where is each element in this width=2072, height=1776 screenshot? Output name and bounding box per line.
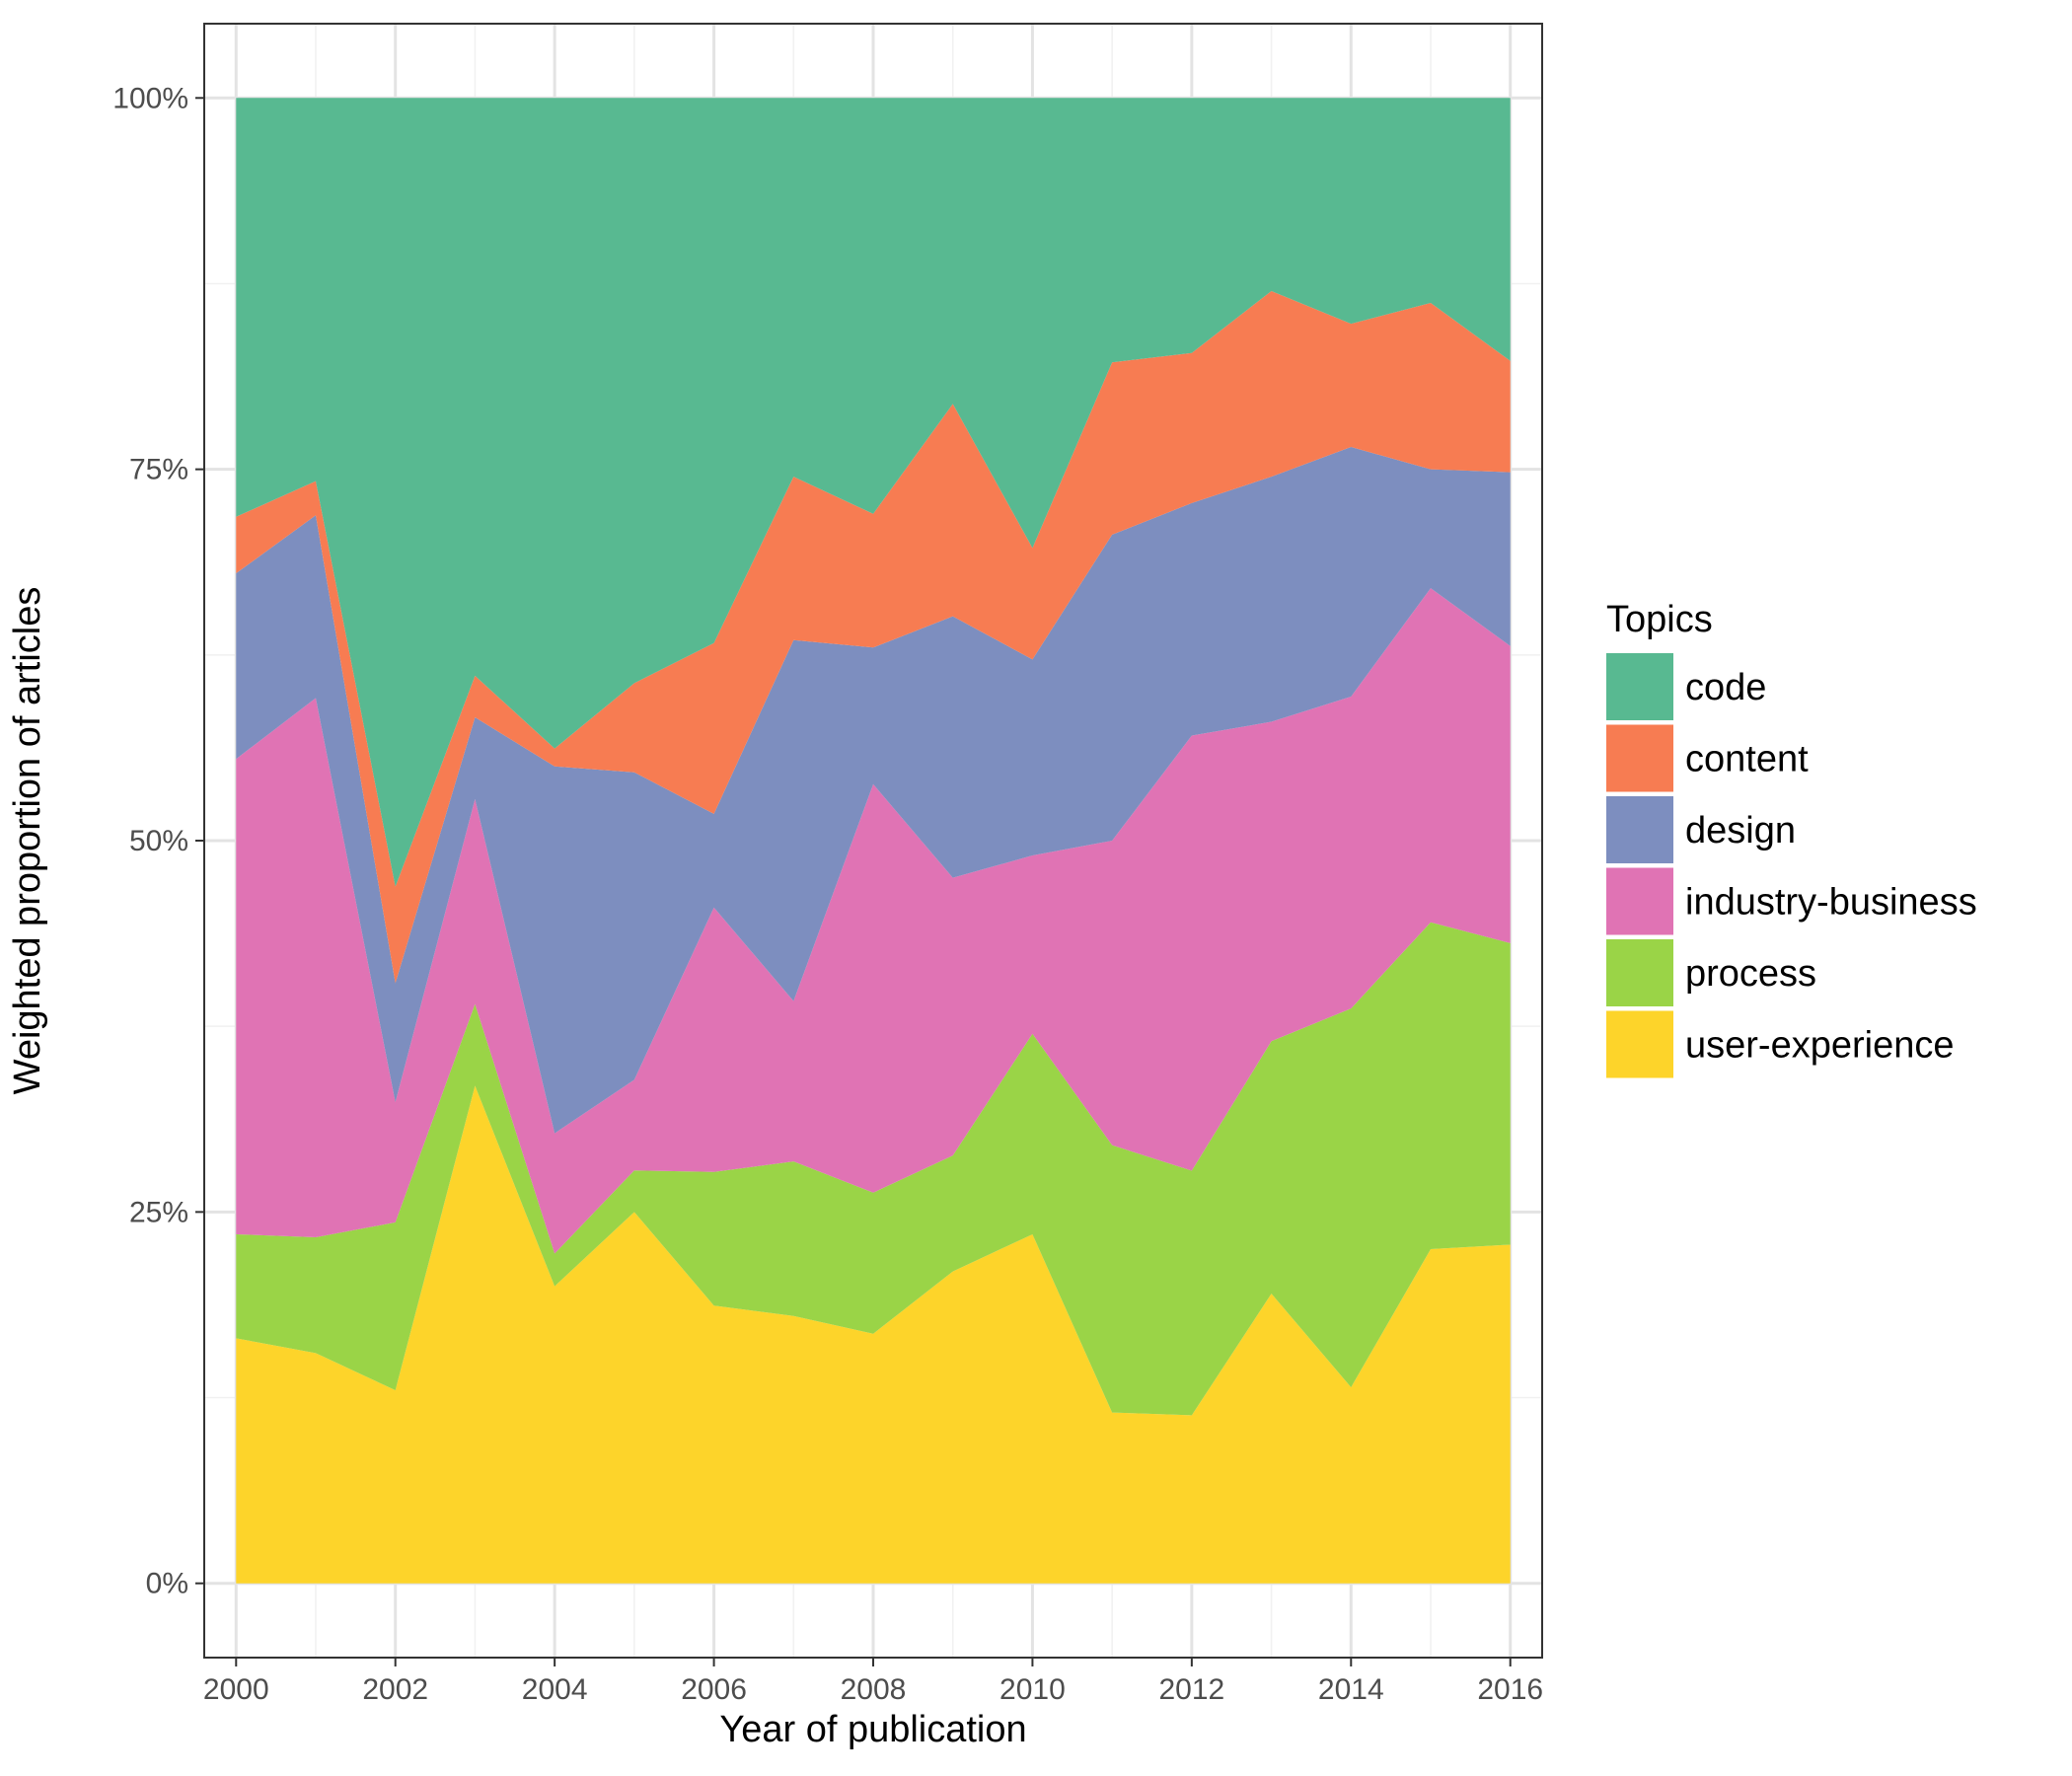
- x-tick-label: 2012: [1158, 1673, 1224, 1706]
- legend-label-industry-business: industry-business: [1685, 882, 1977, 924]
- area-design: [236, 447, 1511, 1134]
- x-tick-label: 2010: [999, 1673, 1066, 1706]
- x-axis: 2000 2002 2004 2006 2008 2010 2012 2014 2016: [203, 1658, 1543, 1706]
- area-process: [236, 922, 1511, 1416]
- x-axis-title: Year of publication: [719, 1709, 1026, 1750]
- area-code: [236, 98, 1511, 887]
- area-user-experience: [236, 1085, 1511, 1584]
- y-tick-label: 0%: [146, 1568, 188, 1600]
- legend-key-code: [1606, 653, 1673, 720]
- x-tick-label: 2000: [203, 1673, 269, 1706]
- x-tick-label: 2006: [681, 1673, 747, 1706]
- y-tick-label: 75%: [129, 454, 188, 486]
- x-tick-label: 2004: [522, 1673, 588, 1706]
- y-axis-title: Weighted proportion of articles: [7, 587, 48, 1095]
- legend-label-code: code: [1685, 667, 1766, 708]
- area-content: [236, 290, 1511, 984]
- x-tick-label: 2008: [841, 1673, 907, 1706]
- x-tick-label: 2014: [1318, 1673, 1384, 1706]
- legend-key-user-experience: [1606, 1010, 1673, 1078]
- area-industry-business: [236, 588, 1511, 1254]
- x-tick-label: 2002: [362, 1673, 428, 1706]
- y-tick-label: 50%: [129, 825, 188, 857]
- legend-key-design: [1606, 796, 1673, 863]
- y-tick-label: 100%: [112, 82, 188, 114]
- y-tick-label: 25%: [129, 1196, 188, 1228]
- legend-key-industry-business: [1606, 867, 1673, 935]
- legend-key-content: [1606, 724, 1673, 792]
- legend: Topics code content design industry-busines…: [1606, 599, 1977, 1078]
- y-axis: 0% 25% 50% 75% 100%: [112, 82, 204, 1600]
- legend-items: code content design industry-business proces…: [1606, 653, 1977, 1078]
- legend-label-content: content: [1685, 739, 1809, 780]
- legend-title: Topics: [1606, 599, 1713, 640]
- legend-key-process: [1606, 939, 1673, 1006]
- legend-label-design: design: [1685, 810, 1796, 851]
- x-tick-label: 2016: [1477, 1673, 1543, 1706]
- legend-label-user-experience: user-experience: [1685, 1025, 1954, 1067]
- stacked-areas: [236, 98, 1511, 1584]
- legend-label-process: process: [1685, 953, 1816, 995]
